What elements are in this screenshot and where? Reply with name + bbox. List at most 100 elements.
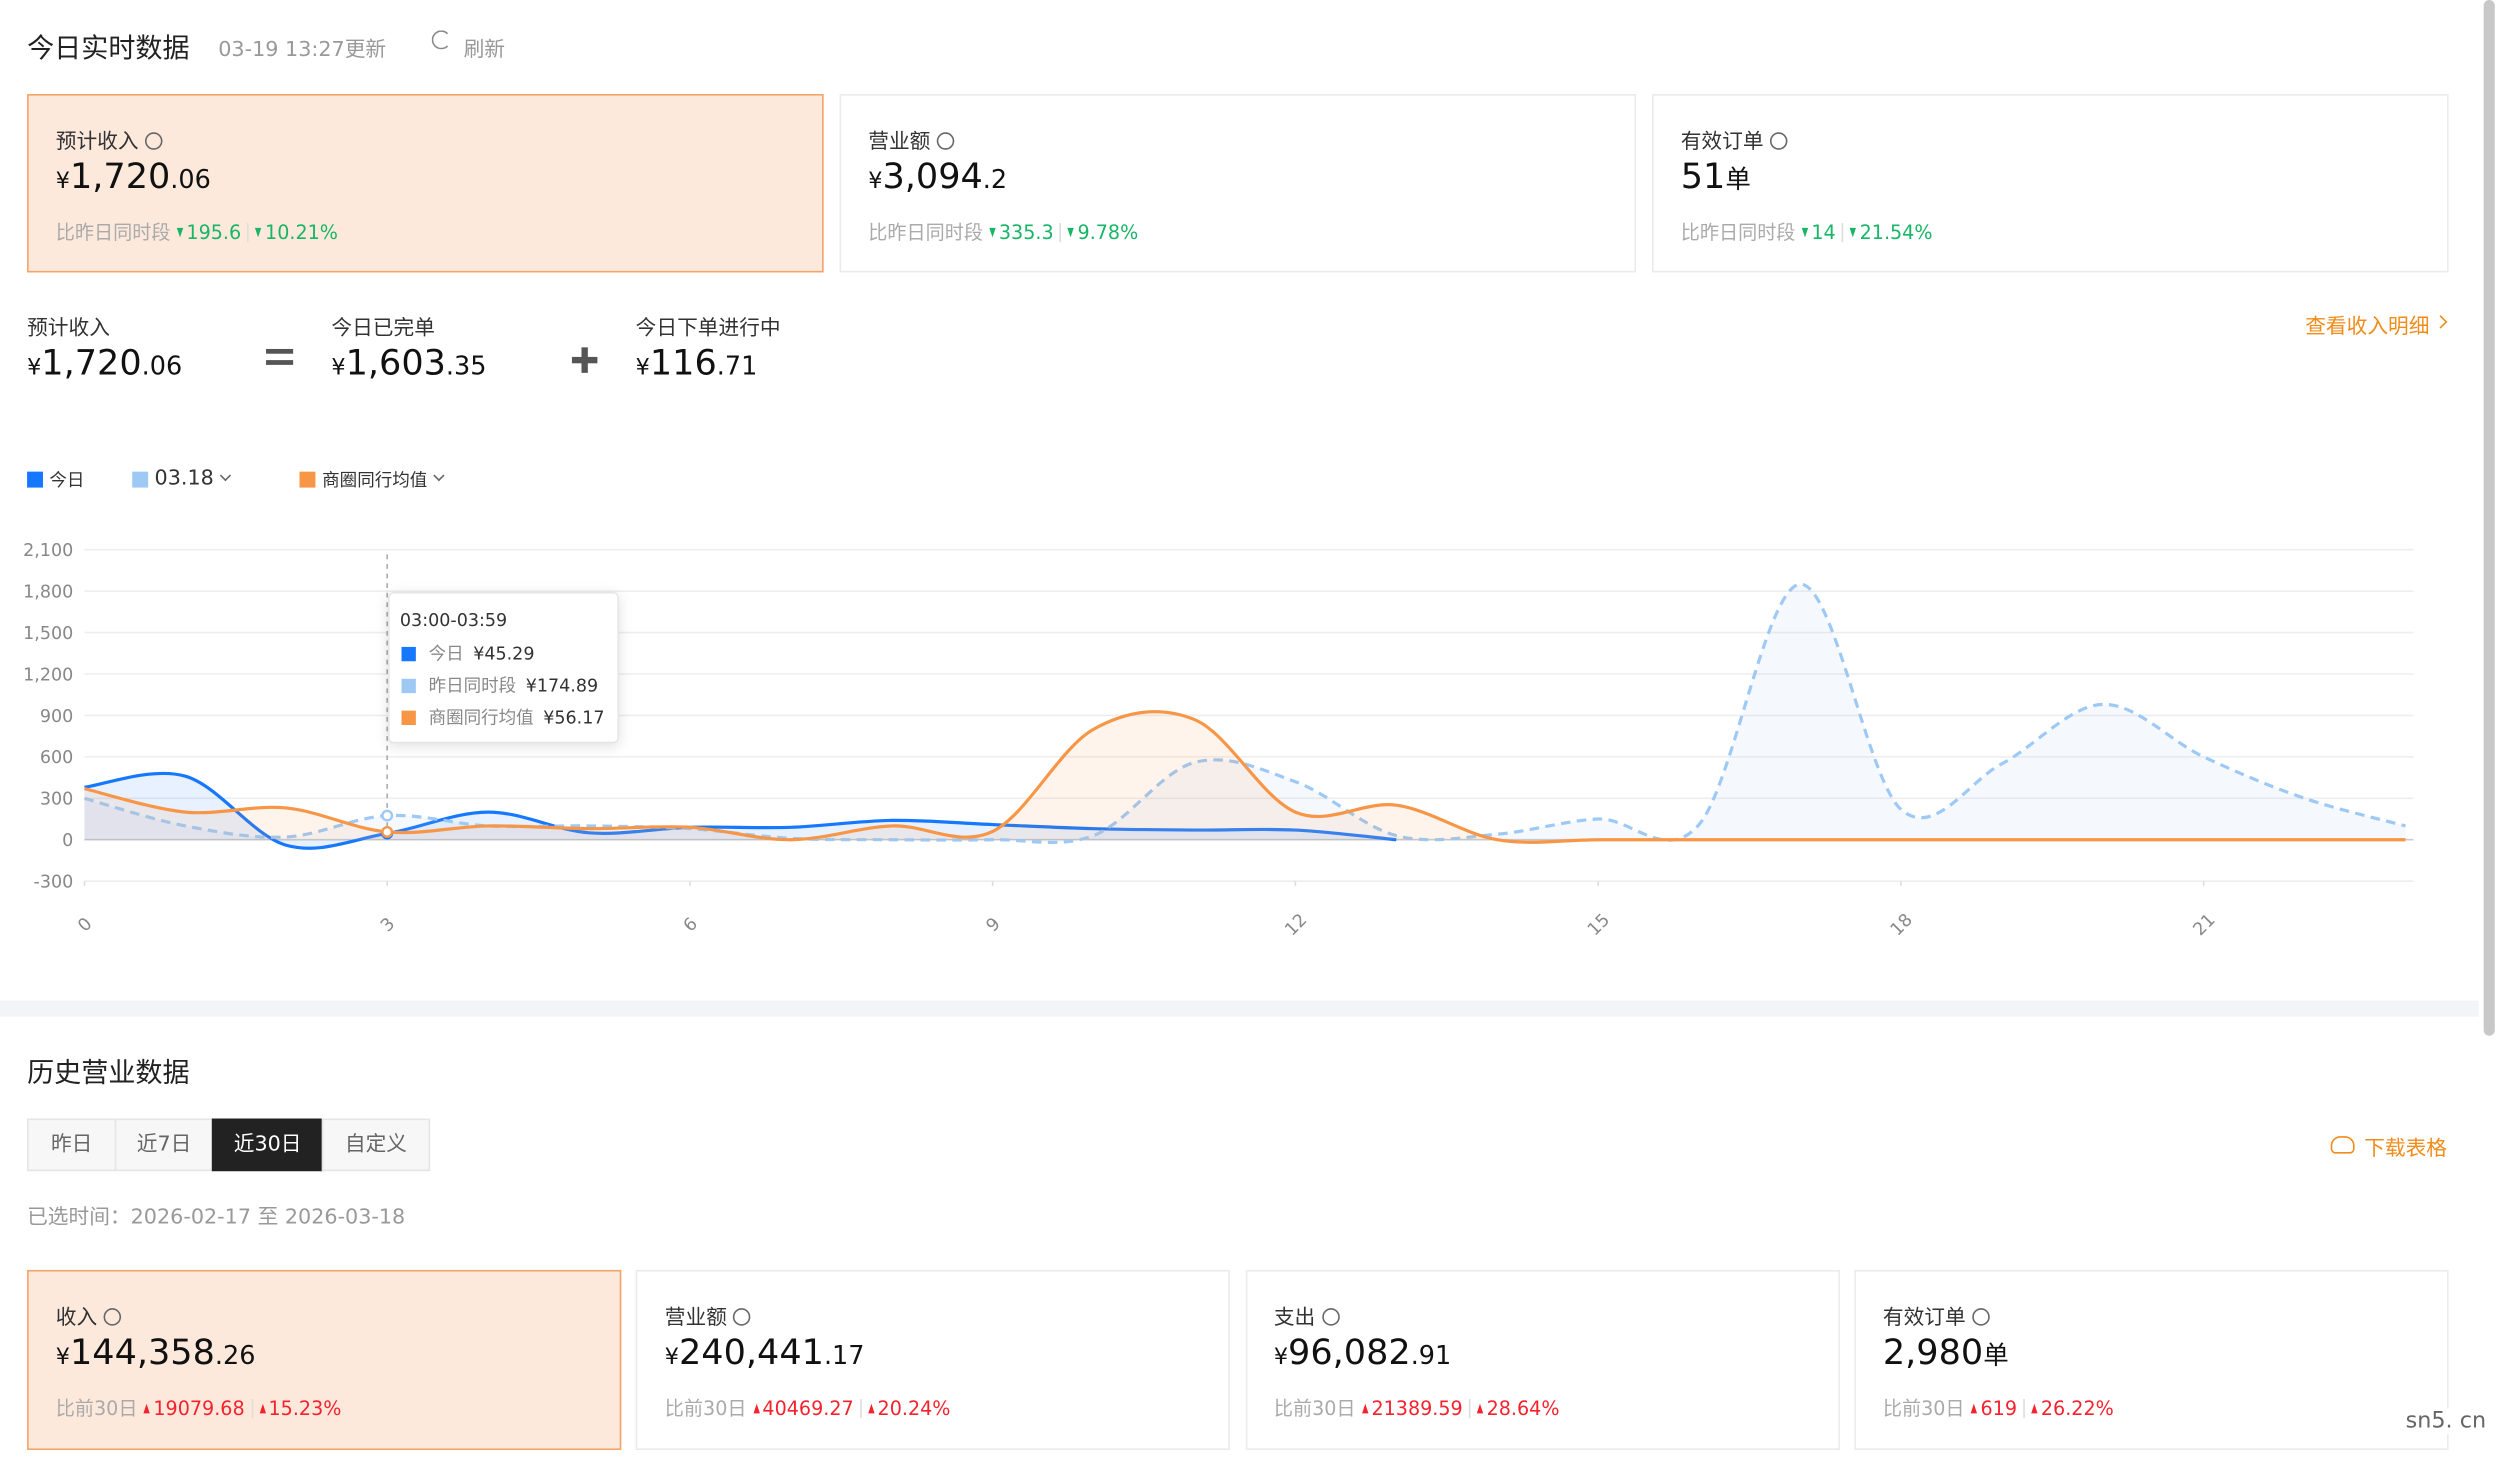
- arrow: [752, 1403, 760, 1414]
- delta: 195.6: [176, 221, 241, 244]
- decimal: .91: [1410, 1340, 1452, 1371]
- integer: 144,358: [69, 1333, 215, 1374]
- update-time: 03-19 13:27更新: [218, 38, 387, 63]
- delta: 619: [1970, 1397, 2017, 1420]
- x-tick-label: 0: [74, 914, 96, 936]
- delta-value: 335.3: [998, 221, 1054, 244]
- value: ¥144,358.26: [56, 1334, 256, 1374]
- point: [381, 809, 394, 822]
- integer: 240,441: [679, 1333, 824, 1374]
- y-tick-label: 1,800: [23, 583, 73, 603]
- series-line: [84, 710, 2406, 844]
- refresh-icon[interactable]: [431, 30, 451, 50]
- download-button[interactable]: 下载表格: [2364, 1137, 2448, 1162]
- integer: 51: [1680, 157, 1726, 198]
- help-icon: [1769, 132, 1788, 150]
- currency: ¥: [664, 1344, 680, 1371]
- y-tick-label: 2,100: [23, 541, 73, 561]
- tab[interactable]: 自定义: [321, 1118, 431, 1172]
- arrow: [867, 1403, 875, 1414]
- x-tick-label: 18: [1887, 910, 1917, 940]
- arrow: [1361, 1403, 1369, 1414]
- label: 有效订单: [1882, 1306, 1966, 1331]
- label: 预计收入: [55, 130, 139, 155]
- comparison: 比昨日同时段 335.3 9.78%: [868, 218, 1138, 245]
- value: ¥3,094.2: [868, 158, 1007, 198]
- integer: 2,980: [1882, 1333, 1984, 1374]
- compare-label: 比昨日同时段: [1680, 221, 1796, 244]
- x-tick-label: 12: [1281, 910, 1311, 940]
- change: 26.22%: [2031, 1397, 2114, 1420]
- tab[interactable]: 近30日: [211, 1118, 324, 1172]
- refresh-button[interactable]: 刷新: [463, 38, 506, 63]
- delta-value: 19079.68: [153, 1397, 245, 1420]
- series-line: [84, 771, 1397, 850]
- change-value: 21.54%: [1859, 221, 1933, 244]
- tooltip-box: [387, 591, 619, 744]
- tooltip: 03:00-03:59 今日 ¥45.29 昨日同时段 ¥174.89 商圈同行均值 ¥56…: [387, 591, 619, 744]
- legend-label[interactable]: 商圈同行均值: [322, 470, 428, 491]
- plus-sign: [581, 347, 588, 373]
- change-value: 9.78%: [1077, 221, 1139, 244]
- detail-link[interactable]: 查看收入明细: [2305, 315, 2430, 340]
- separator: [1060, 223, 1062, 243]
- decimal: .26: [214, 1340, 256, 1371]
- value: ¥1,720.06: [27, 344, 182, 384]
- comparison: 比前30日 21389.59 28.64%: [1274, 1394, 1560, 1421]
- tooltip-name: 今日: [429, 645, 464, 665]
- delta-value: 619: [1980, 1397, 2017, 1420]
- comparison: 比昨日同时段 195.6 10.21%: [56, 218, 338, 245]
- tab[interactable]: 昨日: [27, 1118, 117, 1172]
- section-title: 今日实时数据: [27, 33, 190, 66]
- arrow: [1801, 227, 1809, 238]
- value: ¥1,603.35: [331, 344, 486, 384]
- help-icon: [1321, 1308, 1340, 1326]
- y-tick-label: 600: [40, 748, 73, 768]
- separator: [1469, 1399, 1471, 1419]
- arrow: [1970, 1403, 1978, 1414]
- value: ¥240,441.17: [665, 1334, 865, 1374]
- currency: ¥: [331, 355, 346, 381]
- decimal: .2: [982, 164, 1008, 195]
- unit: 单: [1725, 164, 1751, 195]
- series-area: [84, 773, 1397, 849]
- arrow: [143, 1403, 151, 1414]
- compare-label: 比前30日: [1273, 1397, 1356, 1420]
- metric-card: 预计收入 ¥1,720.06 比昨日同时段 195.6 10.21%: [27, 94, 824, 273]
- help-icon: [144, 132, 163, 150]
- decimal: .71: [716, 350, 758, 381]
- tooltip-swatch: [401, 710, 416, 725]
- line-chart: -300 0 300 600 900 1,200 1,500 1,800 2,100 0 3 6 9 12…: [23, 541, 2414, 940]
- x-tick-label: 6: [680, 914, 702, 936]
- change-value: 26.22%: [2040, 1397, 2114, 1420]
- watermark: sn5. cn: [2405, 1408, 2487, 1435]
- metric-label: 预计收入: [55, 124, 163, 155]
- legend-label[interactable]: 03.18: [154, 466, 214, 491]
- tooltip-title: 03:00-03:59: [400, 611, 507, 631]
- metric-label: 收入: [56, 1300, 122, 1330]
- integer: 116: [649, 344, 717, 385]
- compare-label: 比前30日: [1882, 1397, 1965, 1420]
- compare-label: 比昨日同时段: [868, 221, 983, 244]
- integer: 1,720: [41, 344, 142, 385]
- point: [381, 825, 394, 838]
- arrow: [1477, 1403, 1484, 1414]
- value: ¥96,082.91: [1274, 1334, 1451, 1374]
- legend-label[interactable]: 今日: [49, 470, 85, 491]
- tab[interactable]: 近7日: [114, 1118, 214, 1172]
- decimal: .35: [445, 350, 487, 381]
- arrow: [258, 1403, 266, 1414]
- arrow: [1067, 227, 1075, 238]
- delta: 21389.59: [1361, 1397, 1463, 1420]
- metric-card: 有效订单 2,980单 比前30日 619 26.22%: [1854, 1269, 2449, 1450]
- currency: ¥: [55, 168, 70, 195]
- compare-label: 比前30日: [664, 1397, 747, 1420]
- scrollbar[interactable]: [2483, 0, 2495, 1036]
- x-tick-label: 15: [1584, 910, 1614, 940]
- comparison: 比昨日同时段 14 21.54%: [1681, 218, 1933, 245]
- download-icon: [2330, 1136, 2355, 1154]
- series-area: [84, 711, 2406, 843]
- value: 51单: [1681, 158, 1751, 198]
- help-icon: [103, 1308, 122, 1326]
